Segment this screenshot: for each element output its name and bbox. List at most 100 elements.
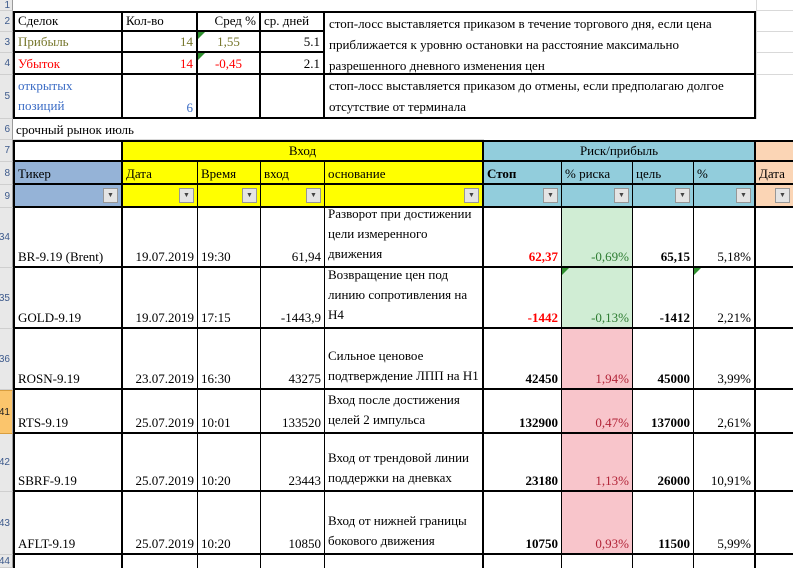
cell-time[interactable]: 16:30: [198, 329, 261, 390]
cell-reason[interactable]: Сильное ценовое подтверждение ЛПП на Н1: [325, 329, 484, 390]
col-header-exit-date[interactable]: Дата: [756, 162, 793, 185]
filter-dropdown-icon[interactable]: ▼: [242, 188, 257, 203]
cell-stop[interactable]: 62,37: [484, 208, 562, 268]
cell-date[interactable]: 25.07.2019: [123, 492, 198, 555]
filter-cell-date[interactable]: ▼: [123, 185, 198, 208]
empty-cell[interactable]: [123, 555, 198, 568]
filter-dropdown-icon[interactable]: ▼: [614, 188, 629, 203]
empty-cell[interactable]: [562, 555, 633, 568]
cell-pct[interactable]: 5,99%: [694, 492, 756, 555]
cell-ticker[interactable]: RTS-9.19: [13, 390, 123, 434]
empty-cell[interactable]: [198, 555, 261, 568]
col-header-target[interactable]: цель: [633, 162, 694, 185]
filter-dropdown-icon[interactable]: ▼: [736, 188, 751, 203]
filter-dropdown-icon[interactable]: ▼: [775, 188, 790, 203]
col-header-stop[interactable]: Стоп: [484, 162, 562, 185]
cell-exit-date[interactable]: [756, 268, 793, 329]
summary-header-trades[interactable]: Сделок: [13, 11, 123, 32]
cell-pct[interactable]: 10,91%: [694, 434, 756, 492]
cell-date[interactable]: 19.07.2019: [123, 208, 198, 268]
summary-open-label[interactable]: открытых позиций: [13, 75, 123, 119]
cell-target[interactable]: 26000: [633, 434, 694, 492]
summary-loss-count[interactable]: 14: [123, 53, 198, 75]
summary-profit-avg[interactable]: 1,55: [198, 32, 261, 53]
col-header-entry[interactable]: вход: [261, 162, 325, 185]
row-header-6[interactable]: 6: [0, 119, 13, 140]
filter-dropdown-icon[interactable]: ▼: [464, 188, 479, 203]
empty-cell[interactable]: [13, 555, 123, 568]
cell-risk-pct[interactable]: 1,94%: [562, 329, 633, 390]
summary-open-count[interactable]: 6: [123, 75, 198, 119]
filter-cell-reason[interactable]: ▼: [325, 185, 484, 208]
cell-stop[interactable]: 42450: [484, 329, 562, 390]
summary-header-avg[interactable]: Сред %: [198, 11, 261, 32]
cell-stop[interactable]: 132900: [484, 390, 562, 434]
empty-cell[interactable]: [756, 555, 793, 568]
filter-cell-ticker[interactable]: ▼: [13, 185, 123, 208]
cell-ticker[interactable]: GOLD-9.19: [13, 268, 123, 329]
cell-exit-date[interactable]: [756, 434, 793, 492]
summary-header-count[interactable]: Кол-во: [123, 11, 198, 32]
empty-cell[interactable]: [325, 555, 484, 568]
row-header-35[interactable]: 35: [0, 268, 13, 329]
period-label[interactable]: срочный рынок июль: [13, 119, 484, 140]
cell-reason[interactable]: Вход от трендовой линии поддержки на дне…: [325, 434, 484, 492]
cell-entry[interactable]: -1443,9: [261, 268, 325, 329]
cell-target[interactable]: 65,15: [633, 208, 694, 268]
cell-risk-pct[interactable]: -0,13%: [562, 268, 633, 329]
filter-cell-stop[interactable]: ▼: [484, 185, 562, 208]
cell-stop[interactable]: 10750: [484, 492, 562, 555]
col-header-pct[interactable]: %: [694, 162, 756, 185]
cell-pct[interactable]: 3,99%: [694, 329, 756, 390]
cell-entry[interactable]: 10850: [261, 492, 325, 555]
cell-target[interactable]: 137000: [633, 390, 694, 434]
header-spacer-cell[interactable]: [13, 140, 123, 162]
cell-time[interactable]: 19:30: [198, 208, 261, 268]
cell-time[interactable]: 10:20: [198, 434, 261, 492]
cell-risk-pct[interactable]: 0,93%: [562, 492, 633, 555]
empty-cell[interactable]: [694, 555, 756, 568]
cell-risk-pct[interactable]: -0,69%: [562, 208, 633, 268]
cell-ticker[interactable]: AFLT-9.19: [13, 492, 123, 555]
cell-entry[interactable]: 133520: [261, 390, 325, 434]
cell-time[interactable]: 10:01: [198, 390, 261, 434]
cell-entry[interactable]: 23443: [261, 434, 325, 492]
filter-dropdown-icon[interactable]: ▼: [543, 188, 558, 203]
group-header-exit-spacer[interactable]: [756, 140, 793, 162]
col-header-risk-pct[interactable]: % риска: [562, 162, 633, 185]
col-header-date[interactable]: Дата: [123, 162, 198, 185]
filter-cell-target[interactable]: ▼: [633, 185, 694, 208]
cell-pct[interactable]: 2,61%: [694, 390, 756, 434]
filter-dropdown-icon[interactable]: ▼: [179, 188, 194, 203]
cell-exit-date[interactable]: [756, 329, 793, 390]
row-header-34[interactable]: 34: [0, 208, 13, 268]
summary-header-days[interactable]: ср. дней: [261, 11, 325, 32]
cell-pct[interactable]: 5,18%: [694, 208, 756, 268]
filter-cell-pct[interactable]: ▼: [694, 185, 756, 208]
cell-risk-pct[interactable]: 0,47%: [562, 390, 633, 434]
row-header-3[interactable]: 3: [0, 32, 13, 53]
cell-target[interactable]: 11500: [633, 492, 694, 555]
row-header-1[interactable]: 1: [0, 0, 13, 11]
row-header-7[interactable]: 7: [0, 140, 13, 162]
summary-empty-cell[interactable]: [198, 75, 261, 119]
cell-ticker[interactable]: ROSN-9.19: [13, 329, 123, 390]
cell-entry[interactable]: 61,94: [261, 208, 325, 268]
cell-entry[interactable]: 43275: [261, 329, 325, 390]
filter-cell-exit-date[interactable]: ▼: [756, 185, 793, 208]
note-stoploss-intraday[interactable]: стоп-лосс выставляется приказом в течени…: [325, 11, 756, 75]
cell-reason[interactable]: Возвращение цен под линию сопротивления …: [325, 268, 484, 329]
cell-ticker[interactable]: SBRF-9.19: [13, 434, 123, 492]
col-header-ticker[interactable]: Тикер: [13, 162, 123, 185]
cell-ticker[interactable]: BR-9.19 (Brent): [13, 208, 123, 268]
row-header-8[interactable]: 8: [0, 162, 13, 185]
cell-date[interactable]: 23.07.2019: [123, 329, 198, 390]
row-header-41-selected[interactable]: 41: [0, 390, 13, 434]
summary-profit-label[interactable]: Прибыль: [13, 32, 123, 53]
cell-risk-pct[interactable]: 1,13%: [562, 434, 633, 492]
cell-reason[interactable]: Разворот при достижении цели измеренного…: [325, 208, 484, 268]
cell-time[interactable]: 10:20: [198, 492, 261, 555]
cell-exit-date[interactable]: [756, 390, 793, 434]
row-header-44[interactable]: 44: [0, 555, 13, 568]
summary-profit-count[interactable]: 14: [123, 32, 198, 53]
